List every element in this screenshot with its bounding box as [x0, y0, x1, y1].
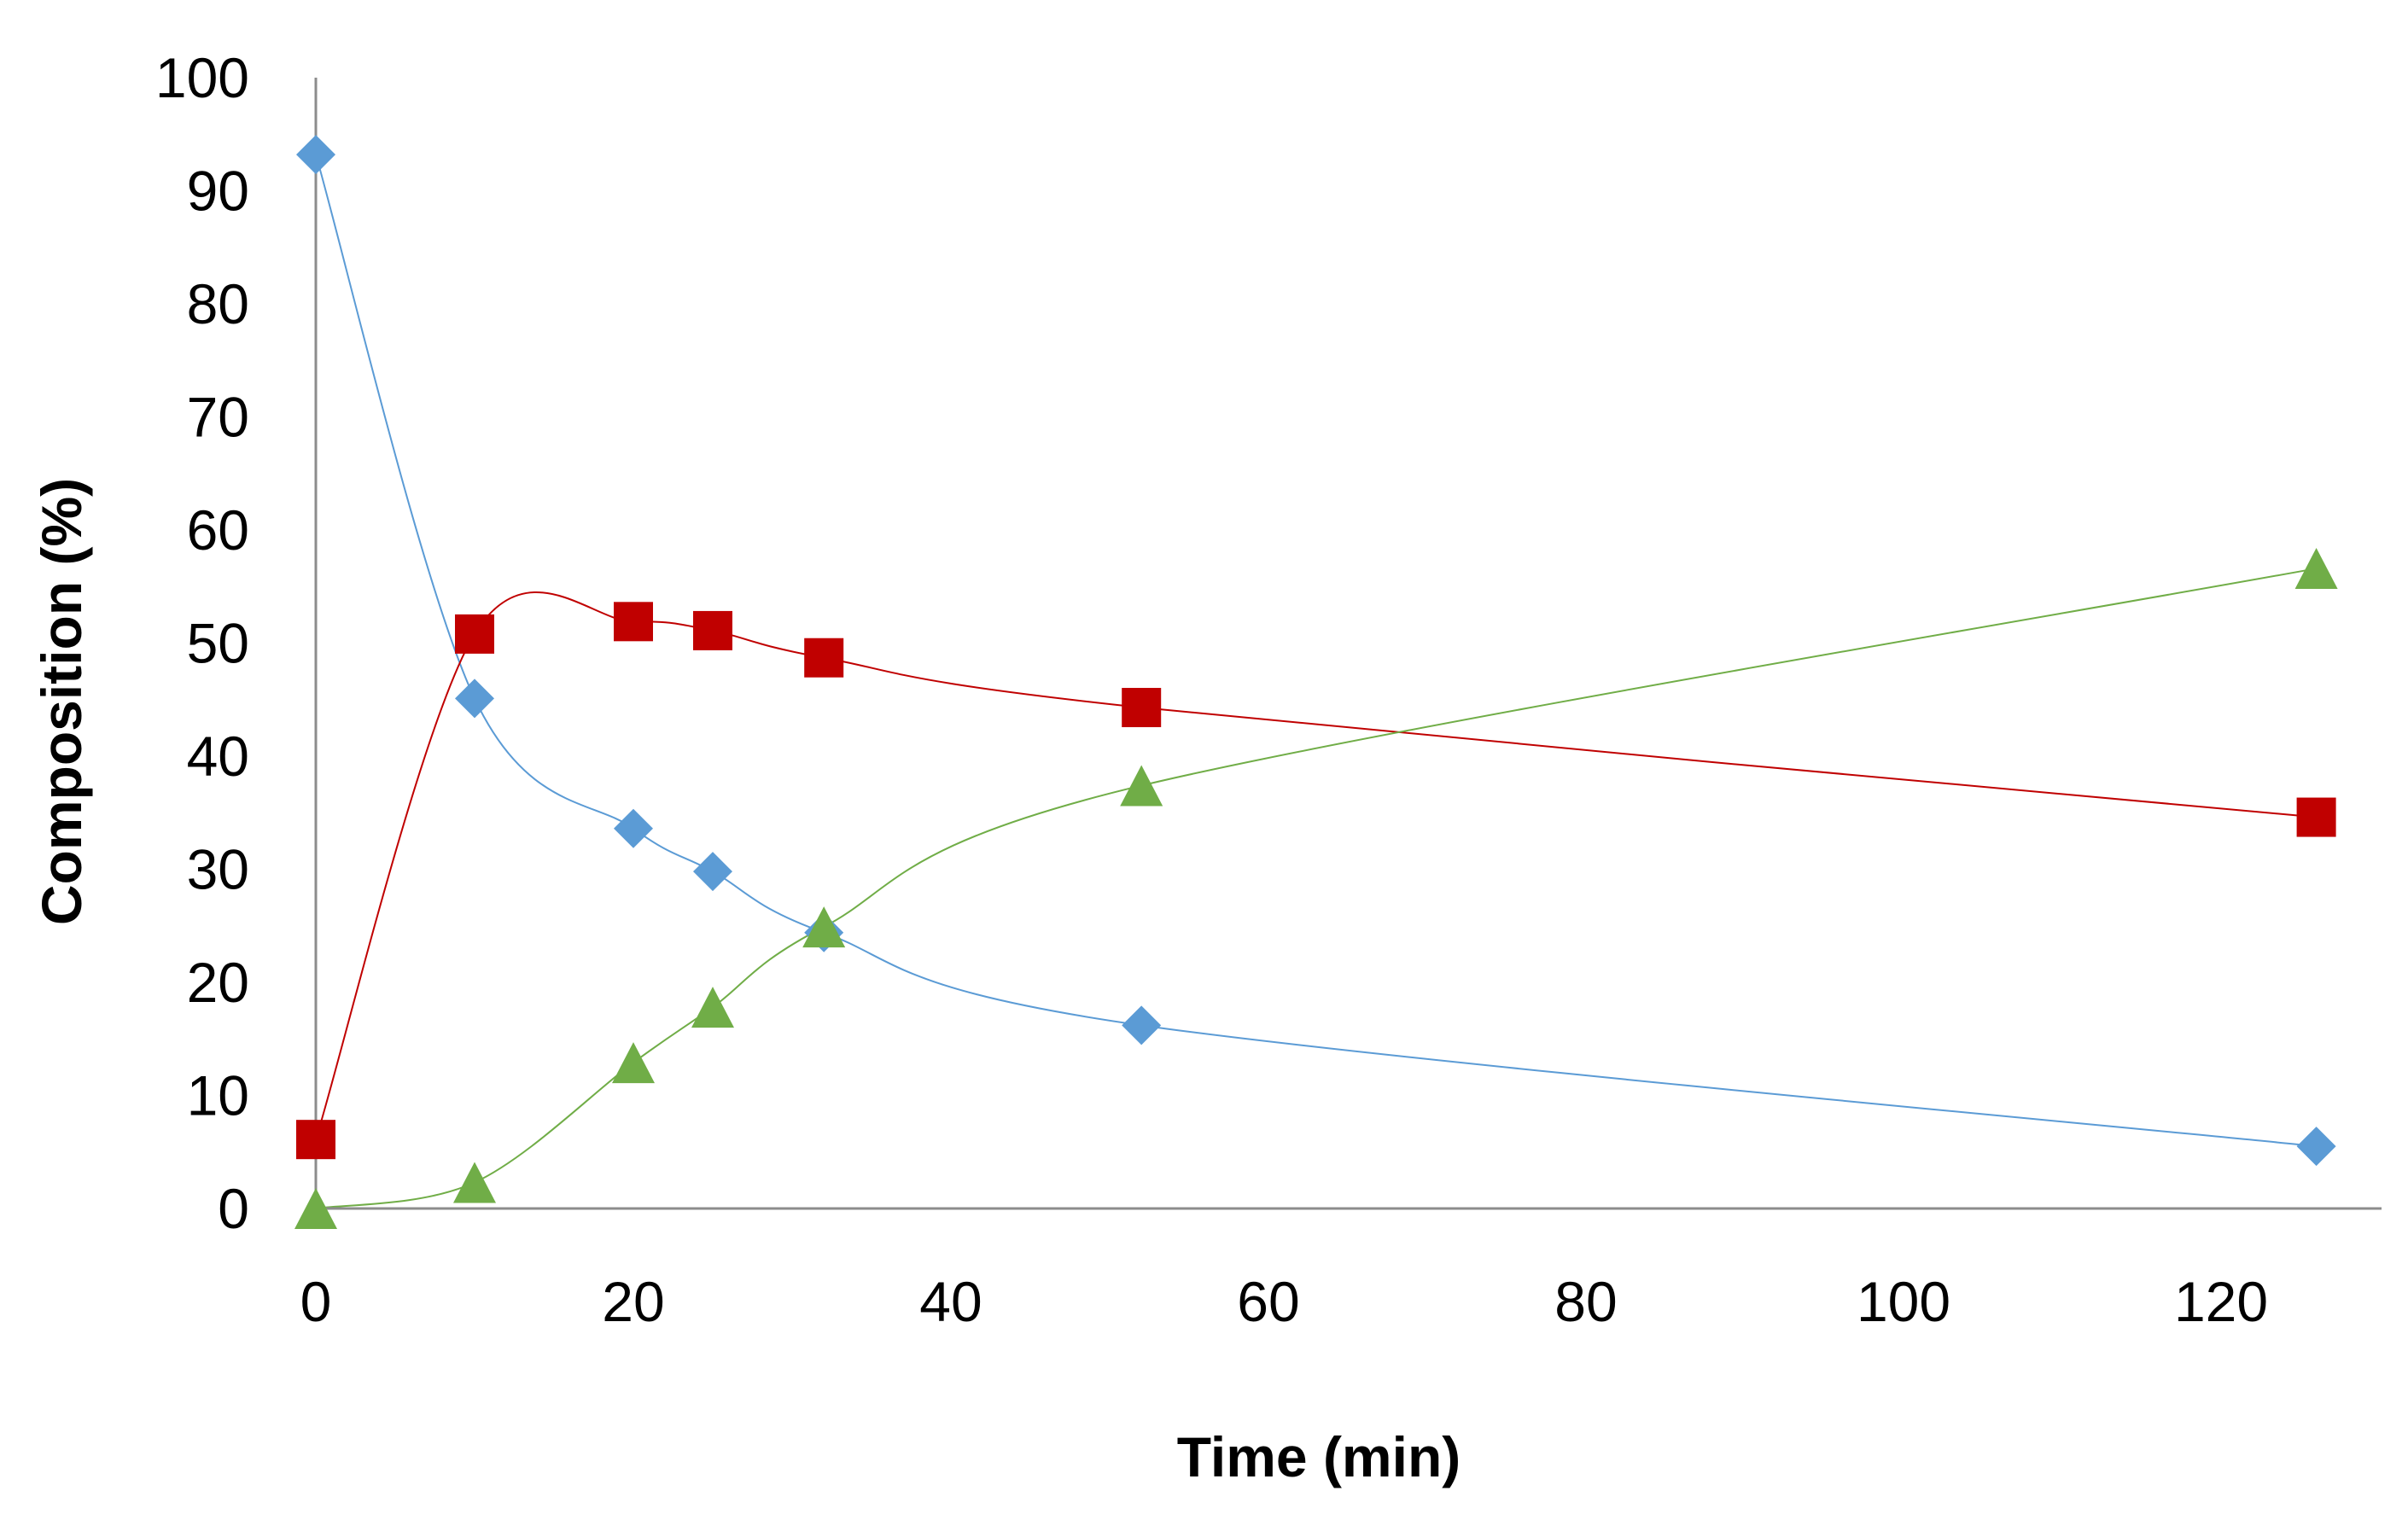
series-3-point	[1120, 765, 1163, 807]
y-tick-label: 70	[187, 386, 249, 449]
x-tick-label: 20	[602, 1270, 664, 1333]
series-3-point	[294, 1188, 337, 1229]
y-tick-label: 40	[187, 725, 249, 788]
series-3-line	[315, 568, 2317, 1209]
series-2-point	[296, 1120, 335, 1160]
y-axis-title: Composition (%)	[30, 478, 93, 925]
series-2-point	[693, 610, 732, 650]
y-tick-label: 30	[187, 838, 249, 901]
y-tick-labels: 0 10 20 30 40 50 60 70 80 90 100	[155, 46, 249, 1240]
series-2-point	[1122, 688, 1162, 728]
series-2-point	[2296, 797, 2336, 837]
y-tick-label: 60	[187, 498, 249, 562]
series-3-point	[453, 1162, 496, 1203]
x-tick-label: 100	[1857, 1270, 1950, 1333]
series-3-point	[612, 1042, 655, 1084]
series-1-point	[296, 135, 335, 175]
series-lines	[315, 154, 2317, 1209]
series-2-point	[804, 638, 844, 678]
x-tick-label: 120	[2174, 1270, 2268, 1333]
series-3-point	[802, 906, 846, 948]
series-2-point	[455, 614, 494, 654]
series-3-point	[2294, 548, 2338, 590]
series-2-line	[315, 591, 2317, 1140]
series-1-line	[315, 154, 2317, 1148]
x-tick-label: 40	[919, 1270, 982, 1333]
series-1-point	[1122, 1005, 1162, 1045]
x-tick-labels: 0 20 40 60 80 100 120	[300, 1270, 2268, 1333]
y-tick-label: 50	[187, 612, 249, 675]
x-axis-title: Time (min)	[1177, 1425, 1461, 1488]
x-tick-label: 80	[1554, 1270, 1617, 1333]
x-tick-label: 0	[300, 1270, 332, 1333]
y-tick-label: 0	[218, 1177, 249, 1240]
series-1-point	[693, 852, 732, 892]
series-1-point	[455, 678, 494, 719]
series-markers	[294, 135, 2338, 1229]
y-tick-label: 10	[187, 1064, 249, 1127]
series-1-point	[2296, 1127, 2336, 1167]
series-2-point	[614, 602, 653, 642]
series-1-point	[614, 808, 653, 848]
y-tick-label: 80	[187, 272, 249, 335]
y-tick-label: 20	[187, 951, 249, 1014]
y-tick-label: 90	[187, 160, 249, 223]
y-tick-label: 100	[155, 46, 249, 109]
x-tick-label: 60	[1237, 1270, 1299, 1333]
series-3-point	[691, 987, 734, 1028]
